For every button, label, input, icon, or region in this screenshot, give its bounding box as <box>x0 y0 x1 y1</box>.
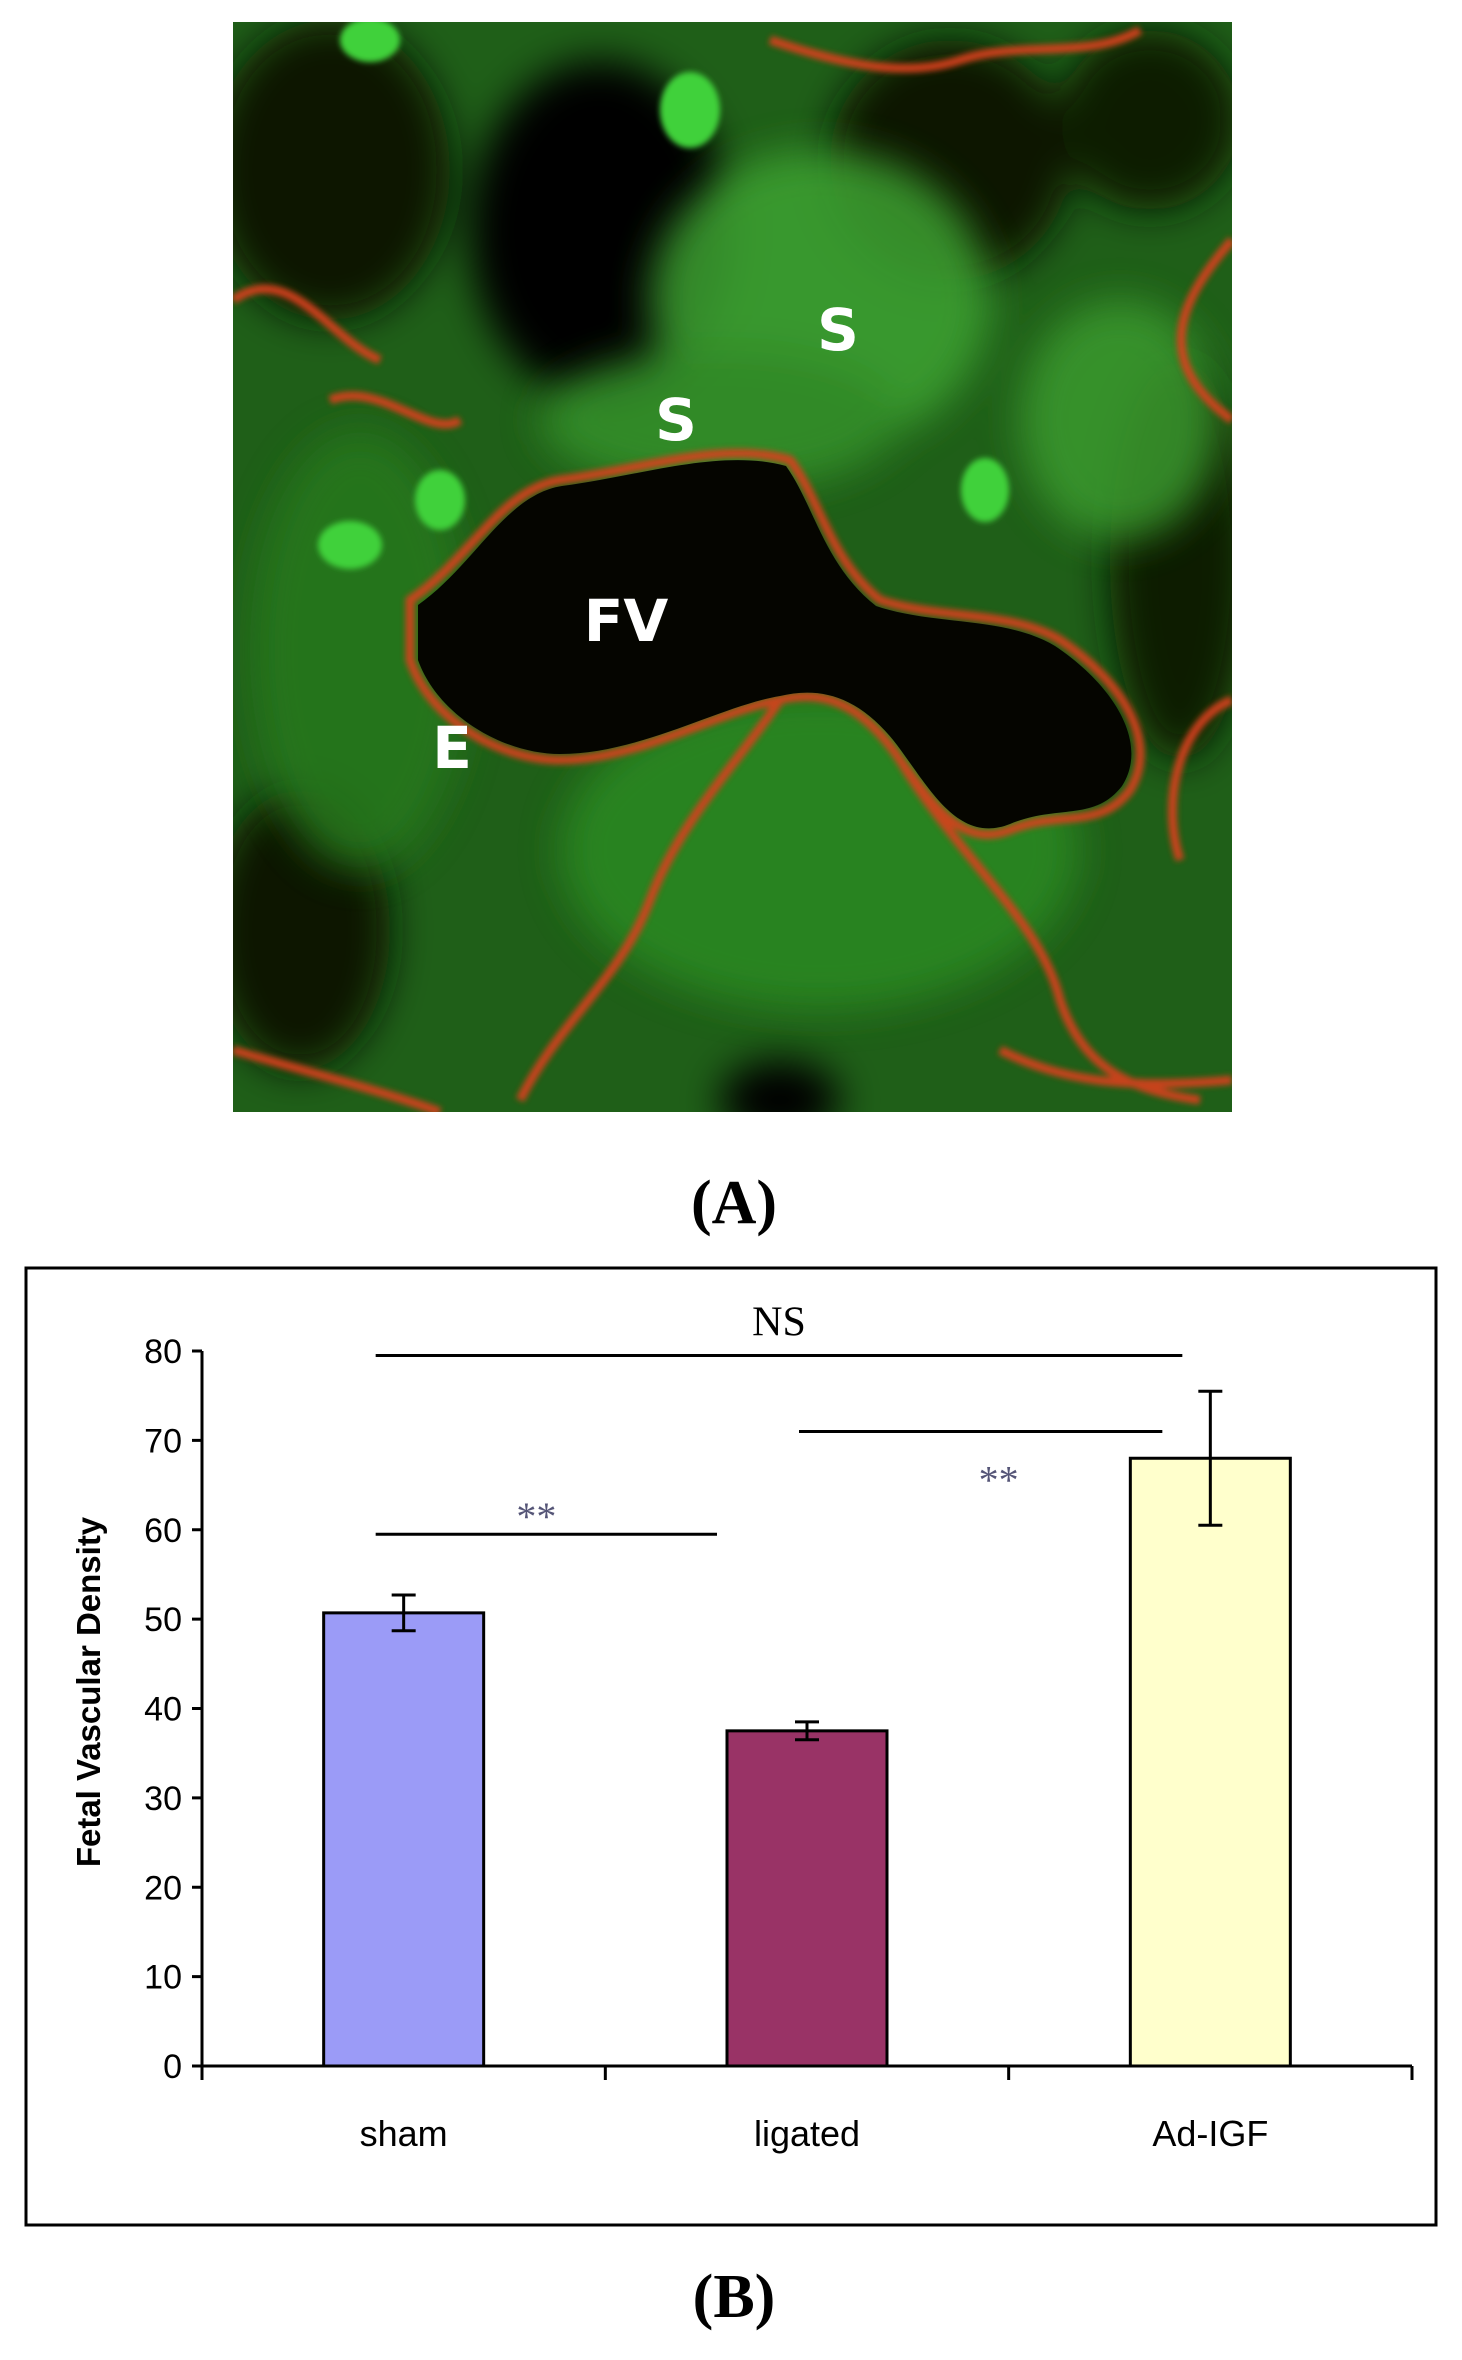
x-tick-label: sham <box>360 2113 448 2154</box>
label-stroma-2: S <box>655 386 697 454</box>
significance-label: ** <box>516 1494 556 1539</box>
significance-label: ** <box>979 1457 1019 1502</box>
y-axis: 0 10 20 30 40 50 60 70 80 <box>144 1333 204 2086</box>
bar <box>1128 1456 1292 2068</box>
error-bars <box>391 1389 1223 1742</box>
bar <box>322 1611 486 2068</box>
y-tick-label: 50 <box>144 1601 182 1639</box>
bar <box>725 1729 889 2068</box>
bars <box>322 1456 1292 2068</box>
y-tick-label: 0 <box>163 2048 182 2086</box>
label-stroma-1: S <box>817 296 859 364</box>
y-tick-label: 30 <box>144 1780 182 1818</box>
panel-label-b: (B) <box>692 2263 776 2331</box>
y-tick-label: 10 <box>144 1959 182 1997</box>
micrograph: S S FV E <box>233 22 1232 1112</box>
y-tick-label: 60 <box>144 1512 182 1550</box>
x-tick-label: Ad-IGF <box>1152 2113 1268 2154</box>
label-fetal-vessel: FV <box>584 587 669 655</box>
significance-label: NS <box>752 1299 806 1345</box>
y-tick-label: 80 <box>144 1333 182 1371</box>
bar-chart: 0 10 20 30 40 50 60 70 80 sham ligated Ad-IGF NS **… <box>24 1266 1438 2227</box>
fetal-vessel-lumen <box>418 460 1132 829</box>
panel-label-a: (A) <box>690 1169 778 1237</box>
label-endothelium: E <box>432 714 472 782</box>
x-tick-label: ligated <box>754 2113 860 2154</box>
y-axis-label: Fetal Vascular Density <box>70 1516 107 1867</box>
y-tick-label: 20 <box>144 1869 182 1907</box>
y-tick-label: 70 <box>144 1422 182 1460</box>
significance-brackets: NS ** ** <box>375 1299 1183 1539</box>
y-tick-label: 40 <box>144 1691 182 1729</box>
